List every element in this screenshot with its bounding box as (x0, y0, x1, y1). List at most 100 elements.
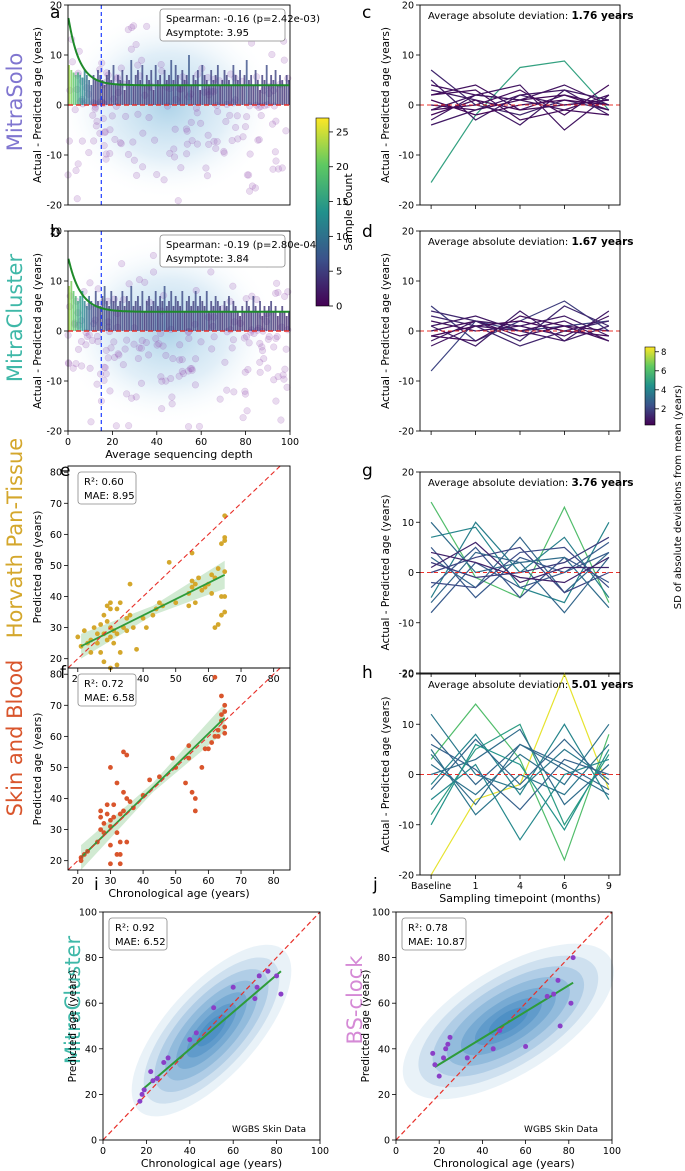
bar (219, 306, 221, 331)
colorbar-sd-label: SD of absolute deviations from mean (yea… (673, 385, 684, 609)
data-point (111, 640, 117, 646)
bar (228, 80, 230, 105)
data-point (148, 1069, 154, 1075)
data-point (202, 164, 210, 172)
data-point (145, 114, 153, 122)
stats-annotation-line: MAE: 6.58 (84, 693, 135, 704)
data-point (160, 291, 168, 299)
data-point (272, 397, 280, 405)
data-point (178, 367, 186, 375)
data-point (188, 365, 196, 373)
data-point (125, 422, 133, 430)
data-point (239, 133, 247, 141)
bar (88, 80, 90, 105)
data-point (239, 414, 247, 422)
data-point (81, 628, 87, 634)
colorbar-sample-gradient (315, 117, 330, 307)
data-point (196, 575, 201, 581)
x-tick-label: 20 (140, 1146, 152, 1157)
bar (196, 70, 199, 105)
panel-letter-f: f (60, 663, 67, 683)
bar (174, 296, 177, 331)
y-axis-label: Actual - Predicted age (years) (380, 253, 392, 409)
deviation-annotation: Average absolute deviation: 1.67 years (428, 236, 634, 248)
x-tick-label: 60 (520, 1146, 532, 1157)
bar (261, 316, 264, 331)
x-tick-label: 20 (72, 876, 84, 887)
data-point (497, 1028, 503, 1034)
bar (119, 80, 122, 105)
y-tick-label: 20 (50, 227, 62, 238)
series-line (430, 541, 609, 584)
y-tick-label: 20 (50, 856, 62, 867)
bar (254, 70, 257, 105)
data-point (204, 131, 212, 139)
data-point (222, 513, 228, 519)
data-point (208, 345, 216, 353)
data-point (215, 566, 221, 571)
y-tick-label: 20 (402, 468, 414, 479)
data-point (108, 600, 113, 606)
data-point (110, 353, 119, 361)
data-point (272, 289, 280, 297)
data-point (192, 104, 200, 112)
data-point (441, 1055, 447, 1061)
plot-frame (102, 911, 321, 1141)
series-line (430, 743, 610, 811)
x-tick-label: 1 (473, 881, 479, 892)
bar (83, 301, 86, 331)
data-point (142, 338, 150, 347)
data-point (165, 1055, 171, 1061)
series-line (430, 703, 610, 862)
y-axis-label: Actual - Predicted age (years) (32, 253, 44, 409)
x-tick-label: 40 (137, 674, 149, 685)
data-point (215, 727, 221, 733)
data-point (189, 789, 195, 795)
bar (274, 306, 277, 331)
data-point (210, 333, 218, 341)
y-tick-label: -10 (398, 820, 414, 831)
bar (90, 85, 93, 105)
data-point (132, 393, 140, 401)
stats-annotation-line: R²: 0.92 (115, 923, 155, 934)
data-point (119, 361, 127, 369)
data-point (101, 820, 107, 826)
bar (241, 306, 244, 331)
data-point (213, 138, 221, 146)
data-point (570, 955, 576, 961)
deviation-annotation: Average absolute deviation: 3.76 years (428, 477, 634, 489)
bar (159, 296, 162, 331)
data-point (112, 422, 120, 430)
y-tick-label: 0 (91, 1136, 97, 1147)
bar (105, 75, 108, 105)
bar (112, 301, 115, 331)
data-point (258, 343, 266, 351)
colorbar-sample-count: 0 5 10 15 20 25 Sample Count (315, 117, 355, 313)
data-point (272, 157, 280, 165)
bar (272, 80, 275, 105)
data-point (243, 113, 251, 121)
data-point (430, 1050, 436, 1056)
bar (199, 90, 201, 105)
data-point (133, 171, 141, 179)
bar (276, 316, 279, 331)
data-point (65, 137, 73, 145)
colorbar-tick-label: 6 (661, 367, 666, 377)
data-point (117, 600, 123, 606)
y-tick-label: 0 (56, 101, 62, 112)
data-point (74, 345, 83, 353)
x-tick-label: 100 (281, 437, 299, 448)
data-point (212, 674, 218, 680)
data-point (134, 646, 139, 652)
data-point (278, 164, 286, 172)
data-point (241, 387, 249, 395)
data-point (203, 172, 212, 180)
data-point (220, 147, 228, 155)
panel-letter-d: d (362, 222, 373, 242)
data-point (173, 600, 179, 606)
bar (236, 311, 239, 331)
bar (74, 296, 77, 331)
bar (279, 311, 281, 331)
data-point (91, 105, 99, 113)
bar (77, 301, 79, 331)
